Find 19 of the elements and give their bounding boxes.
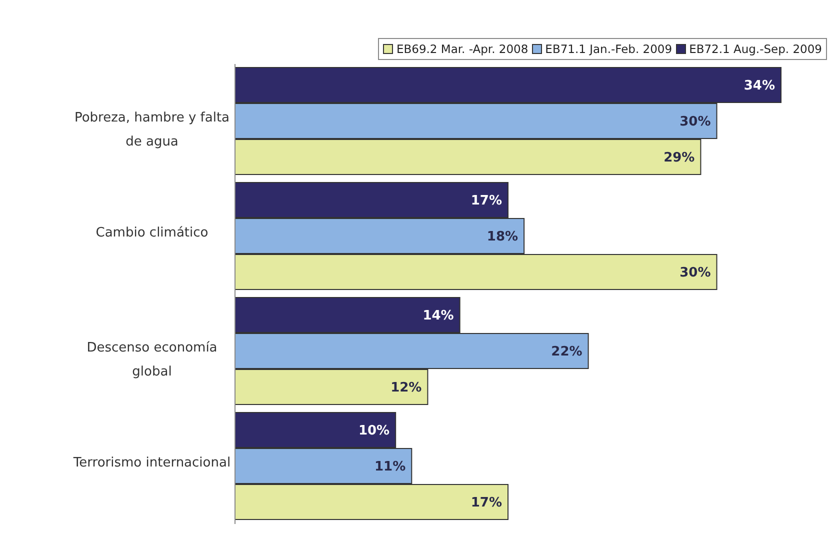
data-label: 29% xyxy=(664,150,695,166)
data-label: 14% xyxy=(422,308,454,324)
data-label: 11% xyxy=(374,459,406,474)
y-tick-label: Descenso economía global xyxy=(86,340,218,380)
y-tick-label: Terrorismo internacional xyxy=(72,456,231,470)
legend-label: EB71.1 Jan.-Feb. 2009 xyxy=(544,41,672,57)
data-label: 12% xyxy=(390,380,422,396)
data-label: 17% xyxy=(470,193,502,208)
data-label: 30% xyxy=(680,114,711,130)
y-tick-label: Pobreza, hambre y falta de agua xyxy=(74,110,230,150)
y-tick-label: Cambio climático xyxy=(96,226,208,240)
data-label: 34% xyxy=(744,78,775,94)
data-label: 30% xyxy=(680,265,711,280)
legend-label: EB69.2 Mar. -Apr. 2008 xyxy=(395,41,528,57)
data-label: 17% xyxy=(470,495,502,510)
data-label: 22% xyxy=(551,344,582,360)
legend-label: EB72.1 Aug.-Sep. 2009 xyxy=(688,41,822,57)
data-label: 18% xyxy=(486,229,518,244)
data-label: 10% xyxy=(358,423,390,438)
